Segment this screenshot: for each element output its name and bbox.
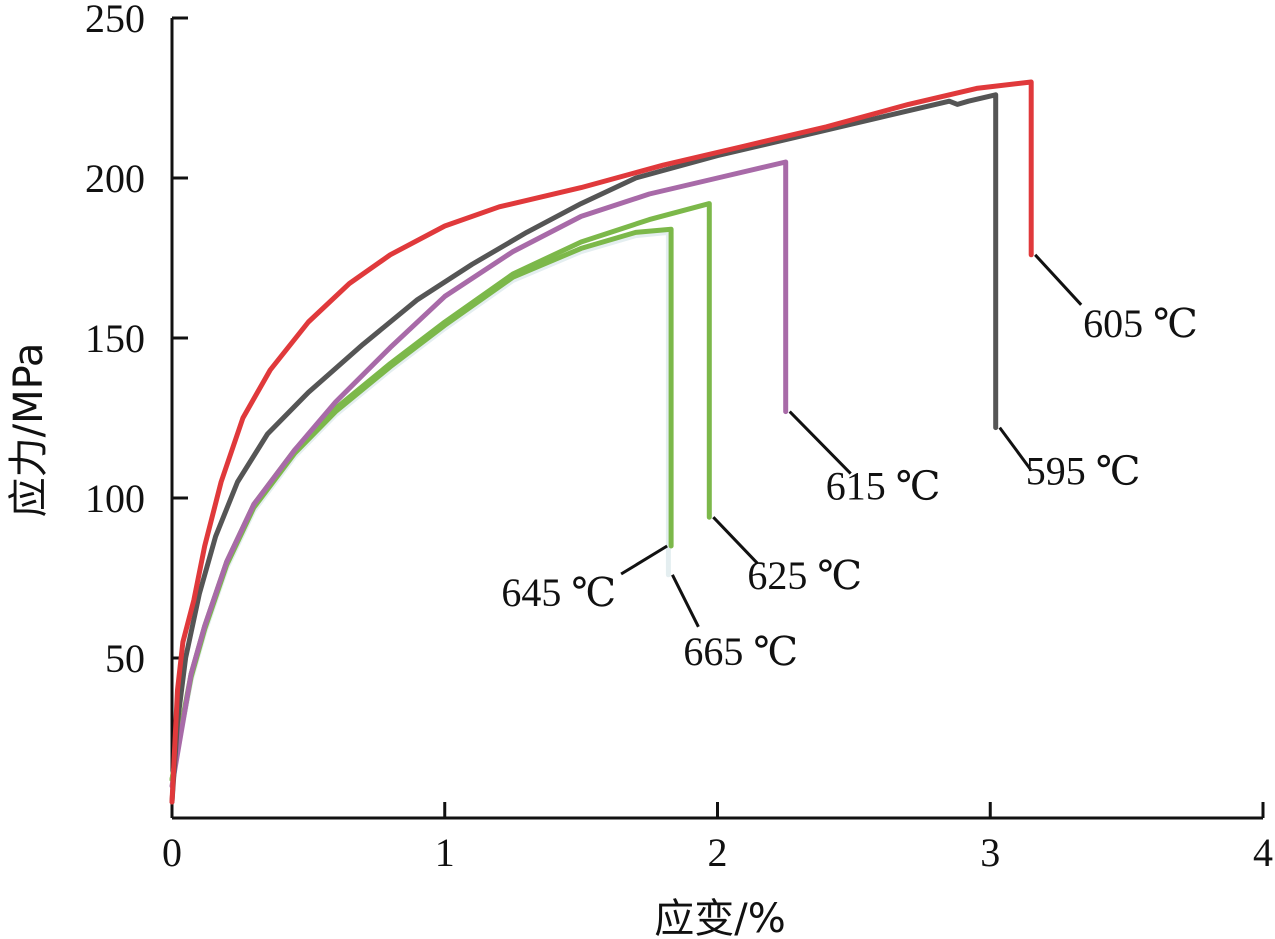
x-axis-title: 应变/%	[654, 896, 785, 939]
x-tick-label: 1	[435, 830, 455, 875]
series-line-625c	[169, 201, 712, 783]
ticks: 0 1 2 3 4 50 100 150 200 250	[85, 0, 1273, 875]
series-label: 665 ℃	[683, 629, 798, 674]
leader-line	[998, 426, 1032, 471]
series-line-665c	[169, 229, 671, 783]
y-tick-label: 250	[85, 0, 145, 41]
x-tick-label: 3	[980, 830, 1000, 875]
y-axis-title: 应力/MPa	[6, 343, 52, 518]
leader-line	[620, 544, 668, 576]
leader-line	[788, 410, 852, 475]
leader-line	[712, 516, 759, 565]
leader-line	[1034, 253, 1083, 306]
x-tick-label: 0	[162, 830, 182, 875]
series-label: 595 ℃	[1026, 449, 1141, 494]
series-labels: 605 ℃ 595 ℃ 615 ℃ 625 ℃ 645 ℃ 665 ℃	[501, 253, 1198, 674]
y-tick-label: 50	[105, 636, 145, 681]
series-label: 645 ℃	[501, 570, 616, 615]
x-tick-label: 2	[708, 830, 728, 875]
series-label: 605 ℃	[1083, 301, 1198, 346]
series-label: 615 ℃	[826, 464, 941, 509]
y-tick-label: 200	[85, 156, 145, 201]
y-tick-label: 150	[85, 316, 145, 361]
y-tick-label: 100	[85, 476, 145, 521]
series-curves	[169, 79, 1034, 805]
series-line-605c	[169, 79, 1034, 805]
leader-line	[671, 574, 700, 628]
series-line-595c	[169, 92, 999, 805]
series-label: 625 ℃	[747, 553, 862, 598]
series-line-615c	[169, 159, 789, 789]
x-tick-label: 4	[1253, 830, 1273, 875]
series-line-645c	[169, 226, 674, 783]
